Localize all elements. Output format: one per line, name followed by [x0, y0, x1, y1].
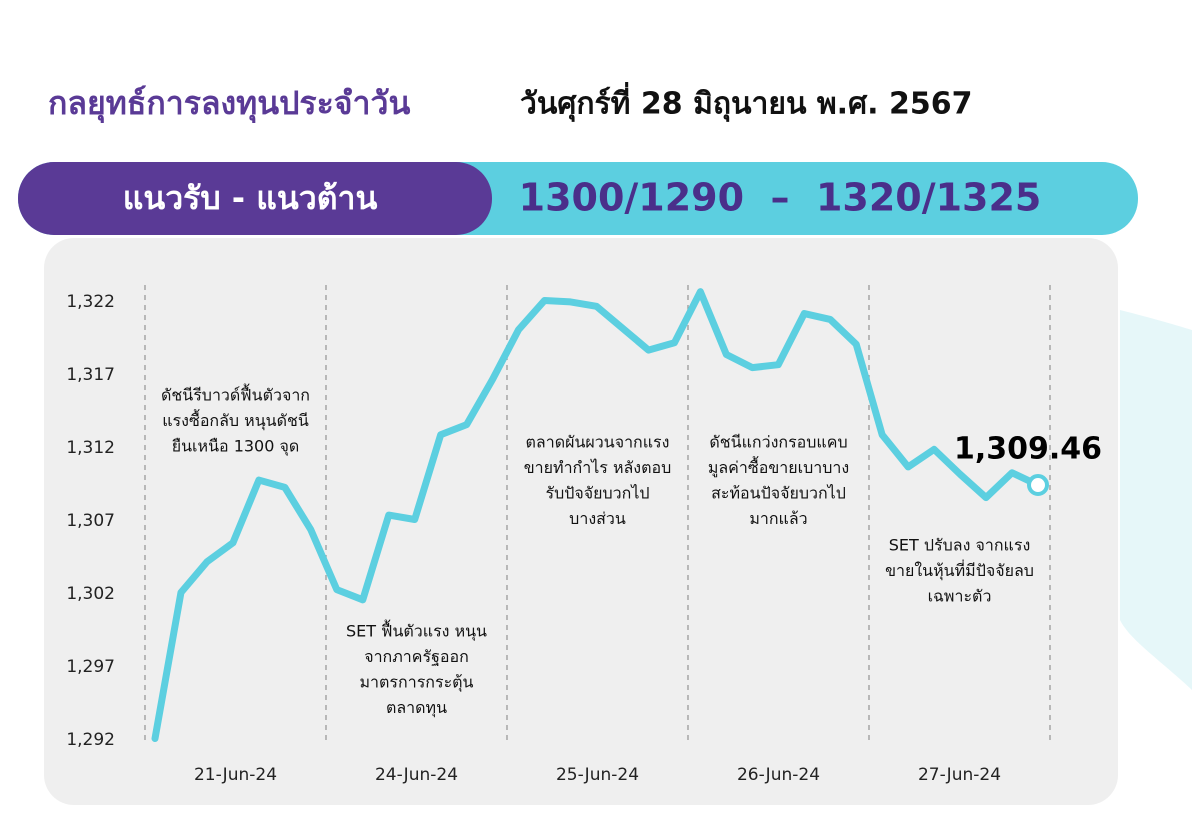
y-tick-label: 1,322 — [66, 292, 115, 312]
y-tick-label: 1,307 — [66, 511, 115, 531]
y-tick-label: 1,312 — [66, 438, 115, 458]
x-tick-label: 24-Jun-24 — [375, 765, 458, 785]
series-line — [151, 288, 1042, 743]
annotation: ขายในหุ้นที่มีปัจจัยลบ — [885, 559, 1034, 581]
annotation: บางส่วน — [569, 509, 626, 528]
end-marker — [1027, 474, 1049, 497]
banner-label-bg — [18, 162, 492, 235]
y-tick-label: 1,297 — [66, 657, 115, 677]
date: วันศุกร์ที่ 28 มิถุนายน พ.ศ. 2567 — [520, 82, 972, 123]
annotation: แรงซื้อกลับ หนุนดัชนี — [162, 409, 309, 431]
annotation: SET ปรับลง จากแรง — [889, 536, 1031, 555]
x-tick-label: 25-Jun-24 — [556, 765, 639, 785]
banner-label: แนวรับ - แนวต้าน — [123, 179, 378, 217]
y-tick-label: 1,292 — [66, 730, 115, 750]
annotation: ตลาดผันผวนจากแรง — [526, 433, 670, 452]
banner-value: 1300/1290 – 1320/1325 — [519, 176, 1042, 220]
page-title: กลยุทธ์การลงทุนประจำวัน — [48, 84, 410, 124]
data-label: 1,309.46 — [954, 432, 1102, 467]
annotation: มากแล้ว — [749, 509, 807, 528]
annotation: ยืนเหนือ 1300 จุด — [172, 437, 300, 457]
x-tick-label: 21-Jun-24 — [194, 765, 277, 785]
plot-panel — [44, 238, 1118, 805]
y-tick-label: 1,317 — [66, 365, 115, 385]
x-tick-label: 27-Jun-24 — [918, 765, 1001, 785]
annotation: มูลค่าซื้อขายเบาบาง — [708, 456, 849, 478]
annotation: รับปัจจัยบวกไป — [545, 484, 649, 503]
annotation: ขายทำกำไร หลังตอบ — [524, 458, 672, 477]
annotation: มาตรการกระตุ้น — [360, 673, 474, 693]
annotation: จากภาครัฐออก — [364, 647, 469, 666]
decoration — [1120, 310, 1192, 690]
annotation: SET ฟื้นตัวแรง หนุน — [346, 620, 487, 642]
annotation: ตลาดทุน — [386, 698, 447, 718]
x-tick-label: 26-Jun-24 — [737, 765, 820, 785]
annotation: ดัชนีรีบาวด์ฟื้นตัวจาก — [161, 384, 310, 405]
annotation: เฉพาะตัว — [928, 587, 992, 606]
annotation: ดัชนีแกว่งกรอบแคบ — [709, 433, 847, 452]
annotation: สะท้อนปัจจัยบวกไป — [711, 484, 846, 503]
y-tick-label: 1,302 — [66, 584, 115, 604]
